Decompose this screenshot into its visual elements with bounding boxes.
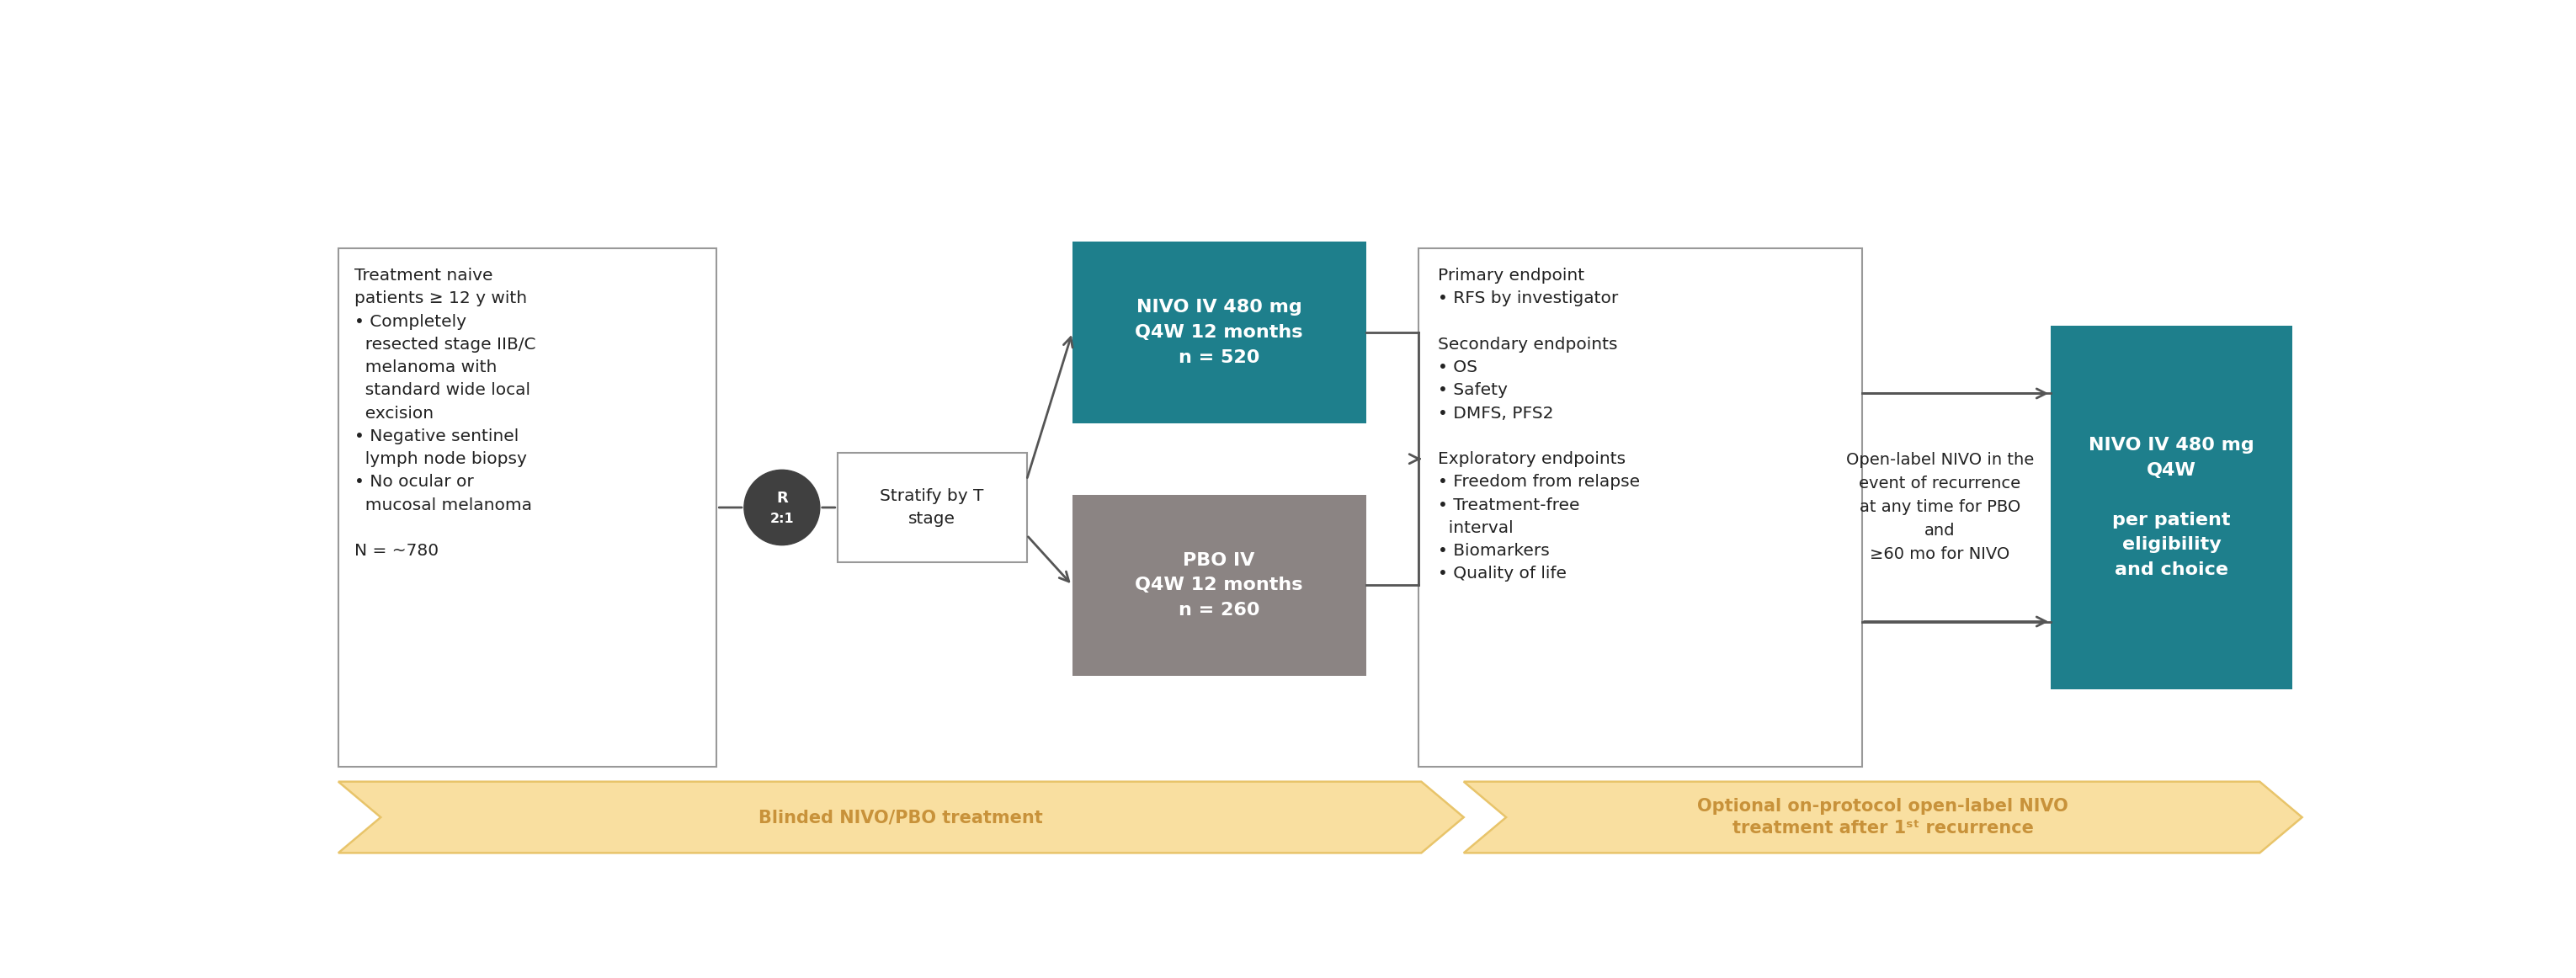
Polygon shape xyxy=(1463,781,2303,853)
Text: Treatment naive
patients ≥ 12 y with
• Completely
  resected stage IIB/C
  melan: Treatment naive patients ≥ 12 y with • C… xyxy=(355,268,536,558)
Text: NIVO IV 480 mg
Q4W

per patient
eligibility
and choice: NIVO IV 480 mg Q4W per patient eligibili… xyxy=(2089,437,2254,578)
Text: NIVO IV 480 mg
Q4W 12 months
n = 520: NIVO IV 480 mg Q4W 12 months n = 520 xyxy=(1136,299,1303,366)
Text: Open-label NIVO in the
event of recurrence
at any time for PBO
and
≥60 mo for NI: Open-label NIVO in the event of recurren… xyxy=(1847,453,2035,562)
FancyBboxPatch shape xyxy=(2050,326,2293,689)
Text: 2:1: 2:1 xyxy=(770,512,793,525)
Text: PBO IV
Q4W 12 months
n = 260: PBO IV Q4W 12 months n = 260 xyxy=(1136,552,1303,619)
FancyBboxPatch shape xyxy=(1072,242,1365,423)
FancyBboxPatch shape xyxy=(1417,248,1862,767)
Text: Stratify by T
stage: Stratify by T stage xyxy=(881,488,984,527)
Circle shape xyxy=(744,469,819,545)
Text: Blinded NIVO/PBO treatment: Blinded NIVO/PBO treatment xyxy=(760,809,1043,825)
Polygon shape xyxy=(337,781,1463,853)
FancyBboxPatch shape xyxy=(1072,495,1365,676)
Text: Optional on-protocol open-label NIVO
treatment after 1ˢᵗ recurrence: Optional on-protocol open-label NIVO tre… xyxy=(1698,798,2069,837)
Text: R: R xyxy=(775,491,788,506)
FancyBboxPatch shape xyxy=(837,453,1028,562)
Text: Primary endpoint
• RFS by investigator

Secondary endpoints
• OS
• Safety
• DMFS: Primary endpoint • RFS by investigator S… xyxy=(1437,268,1641,582)
FancyBboxPatch shape xyxy=(337,248,716,767)
